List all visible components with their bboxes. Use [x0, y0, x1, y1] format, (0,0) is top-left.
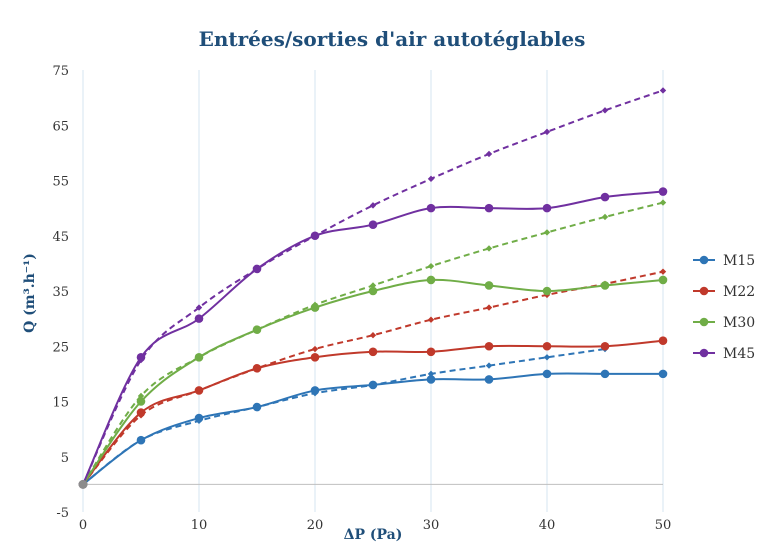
m22-fit-point: [427, 316, 435, 323]
m45-measured-point: [600, 192, 610, 202]
m22-measured-point: [368, 347, 378, 357]
y-tick-label: 55: [52, 175, 69, 190]
grid: [198, 70, 664, 512]
m30-fit-point: [659, 199, 667, 206]
m22-measured-point: [484, 341, 494, 351]
m45-fit-point: [601, 107, 609, 114]
m15-measured-point: [658, 369, 668, 379]
m30-fit-point: [427, 262, 435, 270]
m30-measured-point: [136, 397, 146, 406]
m15-measured-point: [310, 386, 320, 395]
x-tick-label: 30: [423, 518, 440, 533]
m15-fit-point: [543, 354, 551, 361]
m30-fit-point: [601, 213, 609, 221]
m45-measured-point: [136, 353, 146, 362]
m15-measured-point: [600, 369, 610, 379]
m45-fit-line: [82, 89, 664, 485]
m22-fit-point: [659, 268, 667, 275]
m30-fit-point: [485, 245, 493, 252]
m22-measured-point: [136, 408, 146, 417]
m30-measured-point: [484, 281, 494, 290]
x-tick-label: 40: [539, 518, 556, 533]
m30-measured-point: [194, 353, 204, 362]
m15-measured-point: [542, 369, 552, 379]
y-tick-label: 45: [52, 230, 69, 245]
m45-fit-point: [659, 87, 667, 94]
y-tick-label: -5: [56, 506, 69, 521]
m15-measured-point: [136, 435, 146, 445]
legend-m45-label: M45: [723, 346, 755, 362]
m30-measured-point: [658, 275, 668, 285]
legend-m45-marker: [699, 348, 709, 358]
x-tick-label: 10: [191, 518, 208, 533]
legend-m15-label: M15: [723, 253, 755, 269]
m15-fit-line: [82, 348, 606, 486]
y-tick-label: 35: [52, 285, 69, 300]
m15-measured-point: [252, 402, 262, 412]
m45-measured-point: [368, 220, 378, 229]
m22-measured-point: [194, 386, 204, 395]
m30-measured-point: [310, 303, 320, 312]
m15-measured-point: [368, 380, 378, 390]
m22-measured-point: [658, 336, 668, 346]
m30-measured-point: [542, 286, 552, 296]
x-tick-label: 0: [79, 518, 87, 533]
m22-fit-point: [311, 345, 319, 353]
legend: M15 M22 M30 M45: [693, 253, 755, 362]
m45-measured-point: [542, 203, 552, 213]
m45-measured-point: [426, 203, 436, 213]
y-tick-label: 15: [52, 396, 69, 411]
m30-measured-point: [600, 281, 610, 290]
axes: 0 10 20 30 40 50 -5 5 15 25 35 45 55 65 75: [52, 64, 671, 533]
m15-fit-point: [485, 362, 493, 369]
m45-fit-point: [369, 202, 377, 209]
legend-m22-marker: [699, 286, 709, 296]
m30-measured-point: [368, 286, 378, 296]
chart-title: Entrées/sorties d'air autotéglables: [199, 27, 586, 51]
m45-fit-point: [427, 175, 435, 183]
m45-measured-point: [658, 187, 668, 196]
legend-m15-marker: [699, 255, 709, 265]
y-tick-label: 65: [52, 119, 69, 134]
y-axis-label: Q (m³.h⁻¹): [22, 253, 38, 333]
legend-m30-marker: [699, 317, 709, 327]
m15-measured-point: [194, 413, 204, 423]
m45-measured-point: [484, 203, 494, 213]
m22-fit-point: [485, 304, 493, 311]
origin-point: [78, 479, 88, 489]
m30-measured-line: [82, 278, 664, 485]
y-tick-label: 75: [52, 64, 69, 79]
m45-measured-line: [82, 190, 664, 485]
m22-measured-point: [600, 341, 610, 351]
m22-fit-line: [82, 270, 664, 486]
m45-measured-point: [194, 314, 204, 323]
legend-m30-label: M30: [723, 315, 755, 331]
x-axis-label: ΔP (Pa): [344, 527, 403, 543]
m45-measured-point: [310, 231, 320, 241]
m15-measured-point: [426, 375, 436, 384]
m30-measured-point: [426, 275, 436, 285]
m30-fit-line: [82, 201, 664, 485]
m30-fit-point: [543, 229, 551, 236]
m22-measured-point: [310, 353, 320, 362]
m45-measured-point: [252, 264, 262, 274]
m15-measured-point: [484, 375, 494, 384]
m22-measured-line: [82, 339, 664, 486]
m22-measured-point: [426, 347, 436, 357]
x-tick-label: 20: [307, 518, 324, 533]
series-layer: [78, 87, 668, 489]
m22-measured-point: [252, 364, 262, 373]
m45-fit-point: [195, 304, 203, 311]
legend-m22-label: M22: [723, 284, 755, 300]
m22-measured-point: [542, 341, 552, 351]
m22-fit-point: [369, 332, 377, 339]
y-tick-label: 25: [52, 340, 69, 355]
y-tick-label: 5: [61, 451, 69, 466]
x-tick-label: 50: [655, 518, 672, 533]
m45-fit-point: [485, 150, 493, 158]
m45-fit-point: [543, 128, 551, 136]
m30-measured-point: [252, 325, 262, 334]
